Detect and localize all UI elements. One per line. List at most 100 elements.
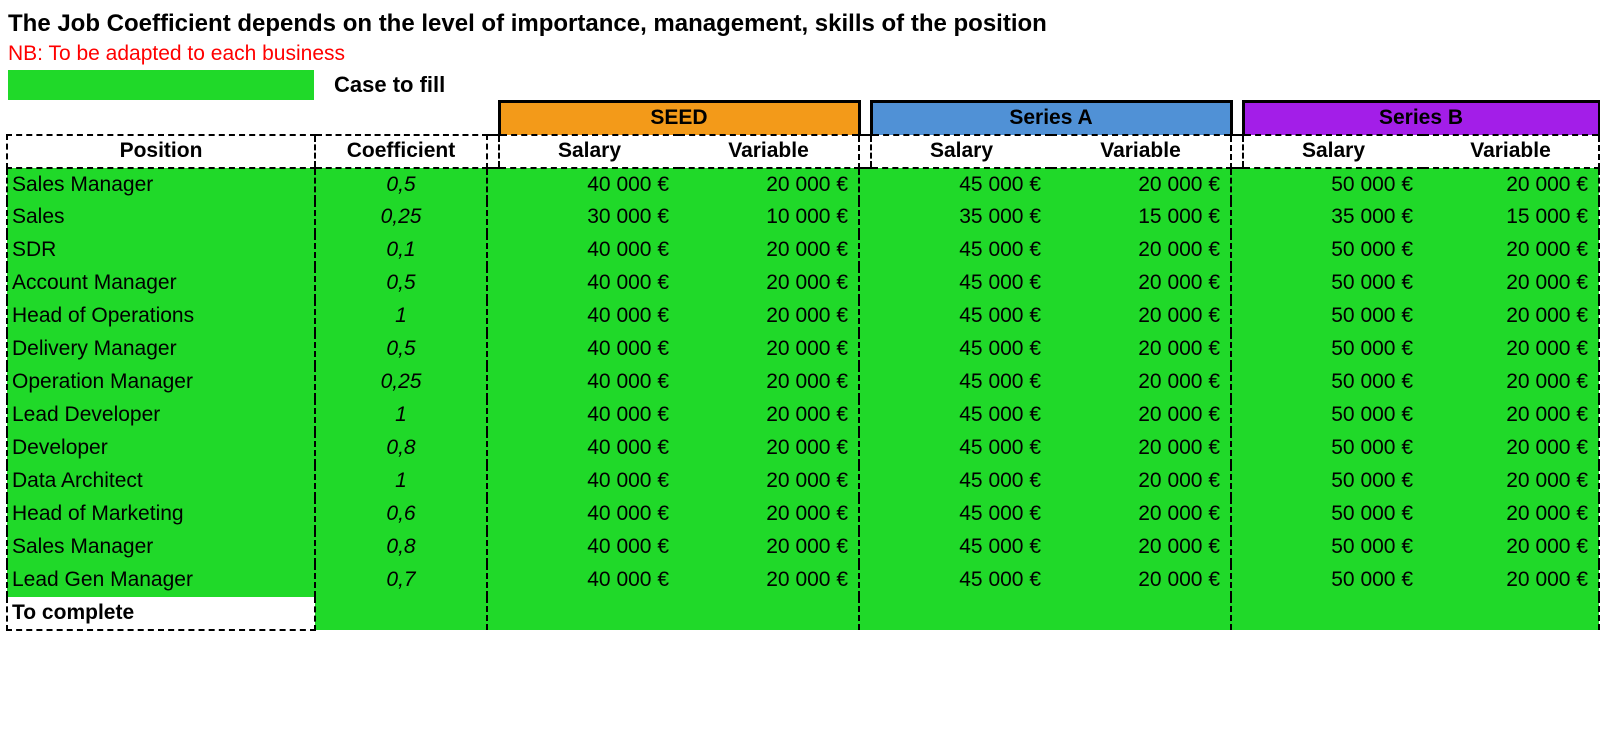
cell-seed-variable[interactable]: 20 000 € bbox=[679, 498, 859, 531]
cell-position[interactable]: Delivery Manager bbox=[7, 333, 315, 366]
cell-b-salary[interactable]: 50 000 € bbox=[1243, 366, 1423, 399]
cell-a-variable[interactable]: 20 000 € bbox=[1051, 333, 1231, 366]
cell-position[interactable]: Data Architect bbox=[7, 465, 315, 498]
cell-b-salary[interactable]: 35 000 € bbox=[1243, 201, 1423, 234]
cell-a-salary[interactable]: 45 000 € bbox=[871, 531, 1051, 564]
cell-coefficient[interactable]: 0,25 bbox=[315, 366, 487, 399]
cell-coefficient[interactable]: 1 bbox=[315, 300, 487, 333]
cell-b-salary[interactable]: 50 000 € bbox=[1243, 531, 1423, 564]
cell-seed-salary[interactable]: 40 000 € bbox=[499, 498, 679, 531]
cell-position[interactable]: Developer bbox=[7, 432, 315, 465]
cell-a-salary[interactable]: 45 000 € bbox=[871, 399, 1051, 432]
cell-coefficient[interactable]: 1 bbox=[315, 465, 487, 498]
cell-coefficient[interactable]: 0,7 bbox=[315, 564, 487, 597]
cell-coefficient[interactable]: 0,25 bbox=[315, 201, 487, 234]
cell-b-variable[interactable]: 20 000 € bbox=[1423, 531, 1599, 564]
cell-a-salary[interactable]: 45 000 € bbox=[871, 366, 1051, 399]
cell-b-variable[interactable]: 20 000 € bbox=[1423, 300, 1599, 333]
cell-seed-variable[interactable]: 20 000 € bbox=[679, 333, 859, 366]
cell-seed-variable[interactable]: 20 000 € bbox=[679, 234, 859, 267]
cell-coefficient[interactable]: 0,8 bbox=[315, 432, 487, 465]
cell-a-variable[interactable]: 20 000 € bbox=[1051, 300, 1231, 333]
cell-seed-variable[interactable]: 20 000 € bbox=[679, 531, 859, 564]
cell-b-variable[interactable]: 20 000 € bbox=[1423, 366, 1599, 399]
cell-a-variable[interactable]: 20 000 € bbox=[1051, 498, 1231, 531]
cell-b-variable[interactable]: 20 000 € bbox=[1423, 168, 1599, 201]
cell-seed-salary[interactable]: 40 000 € bbox=[499, 399, 679, 432]
cell-seed-salary[interactable]: 40 000 € bbox=[499, 531, 679, 564]
cell-coefficient[interactable]: 0,1 bbox=[315, 234, 487, 267]
cell-seed-salary[interactable]: 40 000 € bbox=[499, 234, 679, 267]
cell-a-variable[interactable]: 20 000 € bbox=[1051, 399, 1231, 432]
cell-seed-salary[interactable]: 40 000 € bbox=[499, 432, 679, 465]
cell-a-variable[interactable]: 20 000 € bbox=[1051, 366, 1231, 399]
cell-a-salary[interactable]: 45 000 € bbox=[871, 168, 1051, 201]
cell-seed-variable[interactable]: 20 000 € bbox=[679, 564, 859, 597]
cell-seed-variable[interactable]: 20 000 € bbox=[679, 300, 859, 333]
cell-seed-variable[interactable]: 20 000 € bbox=[679, 168, 859, 201]
cell-b-variable[interactable]: 20 000 € bbox=[1423, 432, 1599, 465]
cell-b-variable[interactable]: 15 000 € bbox=[1423, 201, 1599, 234]
cell-position[interactable]: Sales Manager bbox=[7, 531, 315, 564]
cell-a-variable[interactable]: 20 000 € bbox=[1051, 168, 1231, 201]
cell-seed-salary[interactable]: 40 000 € bbox=[499, 333, 679, 366]
cell-coefficient[interactable]: 0,8 bbox=[315, 531, 487, 564]
cell-seed-variable[interactable]: 20 000 € bbox=[679, 432, 859, 465]
cell-a-variable[interactable]: 15 000 € bbox=[1051, 201, 1231, 234]
cell-a-variable[interactable]: 20 000 € bbox=[1051, 234, 1231, 267]
cell-coefficient[interactable]: 0,5 bbox=[315, 168, 487, 201]
cell-b-variable[interactable]: 20 000 € bbox=[1423, 399, 1599, 432]
footer-cell-to-complete[interactable]: To complete bbox=[7, 597, 315, 630]
cell-coefficient[interactable]: 0,5 bbox=[315, 267, 487, 300]
cell-a-salary[interactable]: 45 000 € bbox=[871, 234, 1051, 267]
cell-b-variable[interactable]: 20 000 € bbox=[1423, 267, 1599, 300]
cell-coefficient[interactable]: 0,5 bbox=[315, 333, 487, 366]
cell-b-salary[interactable]: 50 000 € bbox=[1243, 300, 1423, 333]
cell-seed-variable[interactable]: 20 000 € bbox=[679, 267, 859, 300]
cell-position[interactable]: Head of Marketing bbox=[7, 498, 315, 531]
cell-seed-variable[interactable]: 20 000 € bbox=[679, 465, 859, 498]
cell-a-variable[interactable]: 20 000 € bbox=[1051, 531, 1231, 564]
cell-coefficient[interactable]: 0,6 bbox=[315, 498, 487, 531]
cell-b-salary[interactable]: 50 000 € bbox=[1243, 234, 1423, 267]
cell-a-variable[interactable]: 20 000 € bbox=[1051, 267, 1231, 300]
cell-a-salary[interactable]: 45 000 € bbox=[871, 498, 1051, 531]
cell-b-variable[interactable]: 20 000 € bbox=[1423, 498, 1599, 531]
cell-b-salary[interactable]: 50 000 € bbox=[1243, 168, 1423, 201]
cell-position[interactable]: Sales Manager bbox=[7, 168, 315, 201]
cell-position[interactable]: SDR bbox=[7, 234, 315, 267]
cell-b-variable[interactable]: 20 000 € bbox=[1423, 333, 1599, 366]
cell-a-variable[interactable]: 20 000 € bbox=[1051, 432, 1231, 465]
cell-position[interactable]: Account Manager bbox=[7, 267, 315, 300]
cell-a-salary[interactable]: 45 000 € bbox=[871, 333, 1051, 366]
cell-a-salary[interactable]: 45 000 € bbox=[871, 564, 1051, 597]
cell-seed-salary[interactable]: 40 000 € bbox=[499, 267, 679, 300]
cell-position[interactable]: Sales bbox=[7, 201, 315, 234]
cell-position[interactable]: Head of Operations bbox=[7, 300, 315, 333]
cell-seed-variable[interactable]: 20 000 € bbox=[679, 366, 859, 399]
cell-position[interactable]: Lead Developer bbox=[7, 399, 315, 432]
cell-b-salary[interactable]: 50 000 € bbox=[1243, 498, 1423, 531]
cell-a-variable[interactable]: 20 000 € bbox=[1051, 564, 1231, 597]
cell-a-salary[interactable]: 45 000 € bbox=[871, 267, 1051, 300]
cell-b-variable[interactable]: 20 000 € bbox=[1423, 465, 1599, 498]
cell-seed-variable[interactable]: 20 000 € bbox=[679, 399, 859, 432]
cell-position[interactable]: Lead Gen Manager bbox=[7, 564, 315, 597]
cell-b-variable[interactable]: 20 000 € bbox=[1423, 234, 1599, 267]
cell-a-salary[interactable]: 45 000 € bbox=[871, 465, 1051, 498]
cell-seed-salary[interactable]: 40 000 € bbox=[499, 366, 679, 399]
cell-seed-salary[interactable]: 40 000 € bbox=[499, 465, 679, 498]
cell-seed-salary[interactable]: 30 000 € bbox=[499, 201, 679, 234]
cell-a-salary[interactable]: 45 000 € bbox=[871, 432, 1051, 465]
cell-a-variable[interactable]: 20 000 € bbox=[1051, 465, 1231, 498]
cell-seed-salary[interactable]: 40 000 € bbox=[499, 168, 679, 201]
cell-b-salary[interactable]: 50 000 € bbox=[1243, 333, 1423, 366]
cell-coefficient[interactable]: 1 bbox=[315, 399, 487, 432]
cell-b-salary[interactable]: 50 000 € bbox=[1243, 399, 1423, 432]
cell-a-salary[interactable]: 45 000 € bbox=[871, 300, 1051, 333]
cell-position[interactable]: Operation Manager bbox=[7, 366, 315, 399]
cell-b-salary[interactable]: 50 000 € bbox=[1243, 465, 1423, 498]
cell-a-salary[interactable]: 35 000 € bbox=[871, 201, 1051, 234]
cell-seed-salary[interactable]: 40 000 € bbox=[499, 300, 679, 333]
cell-b-salary[interactable]: 50 000 € bbox=[1243, 564, 1423, 597]
